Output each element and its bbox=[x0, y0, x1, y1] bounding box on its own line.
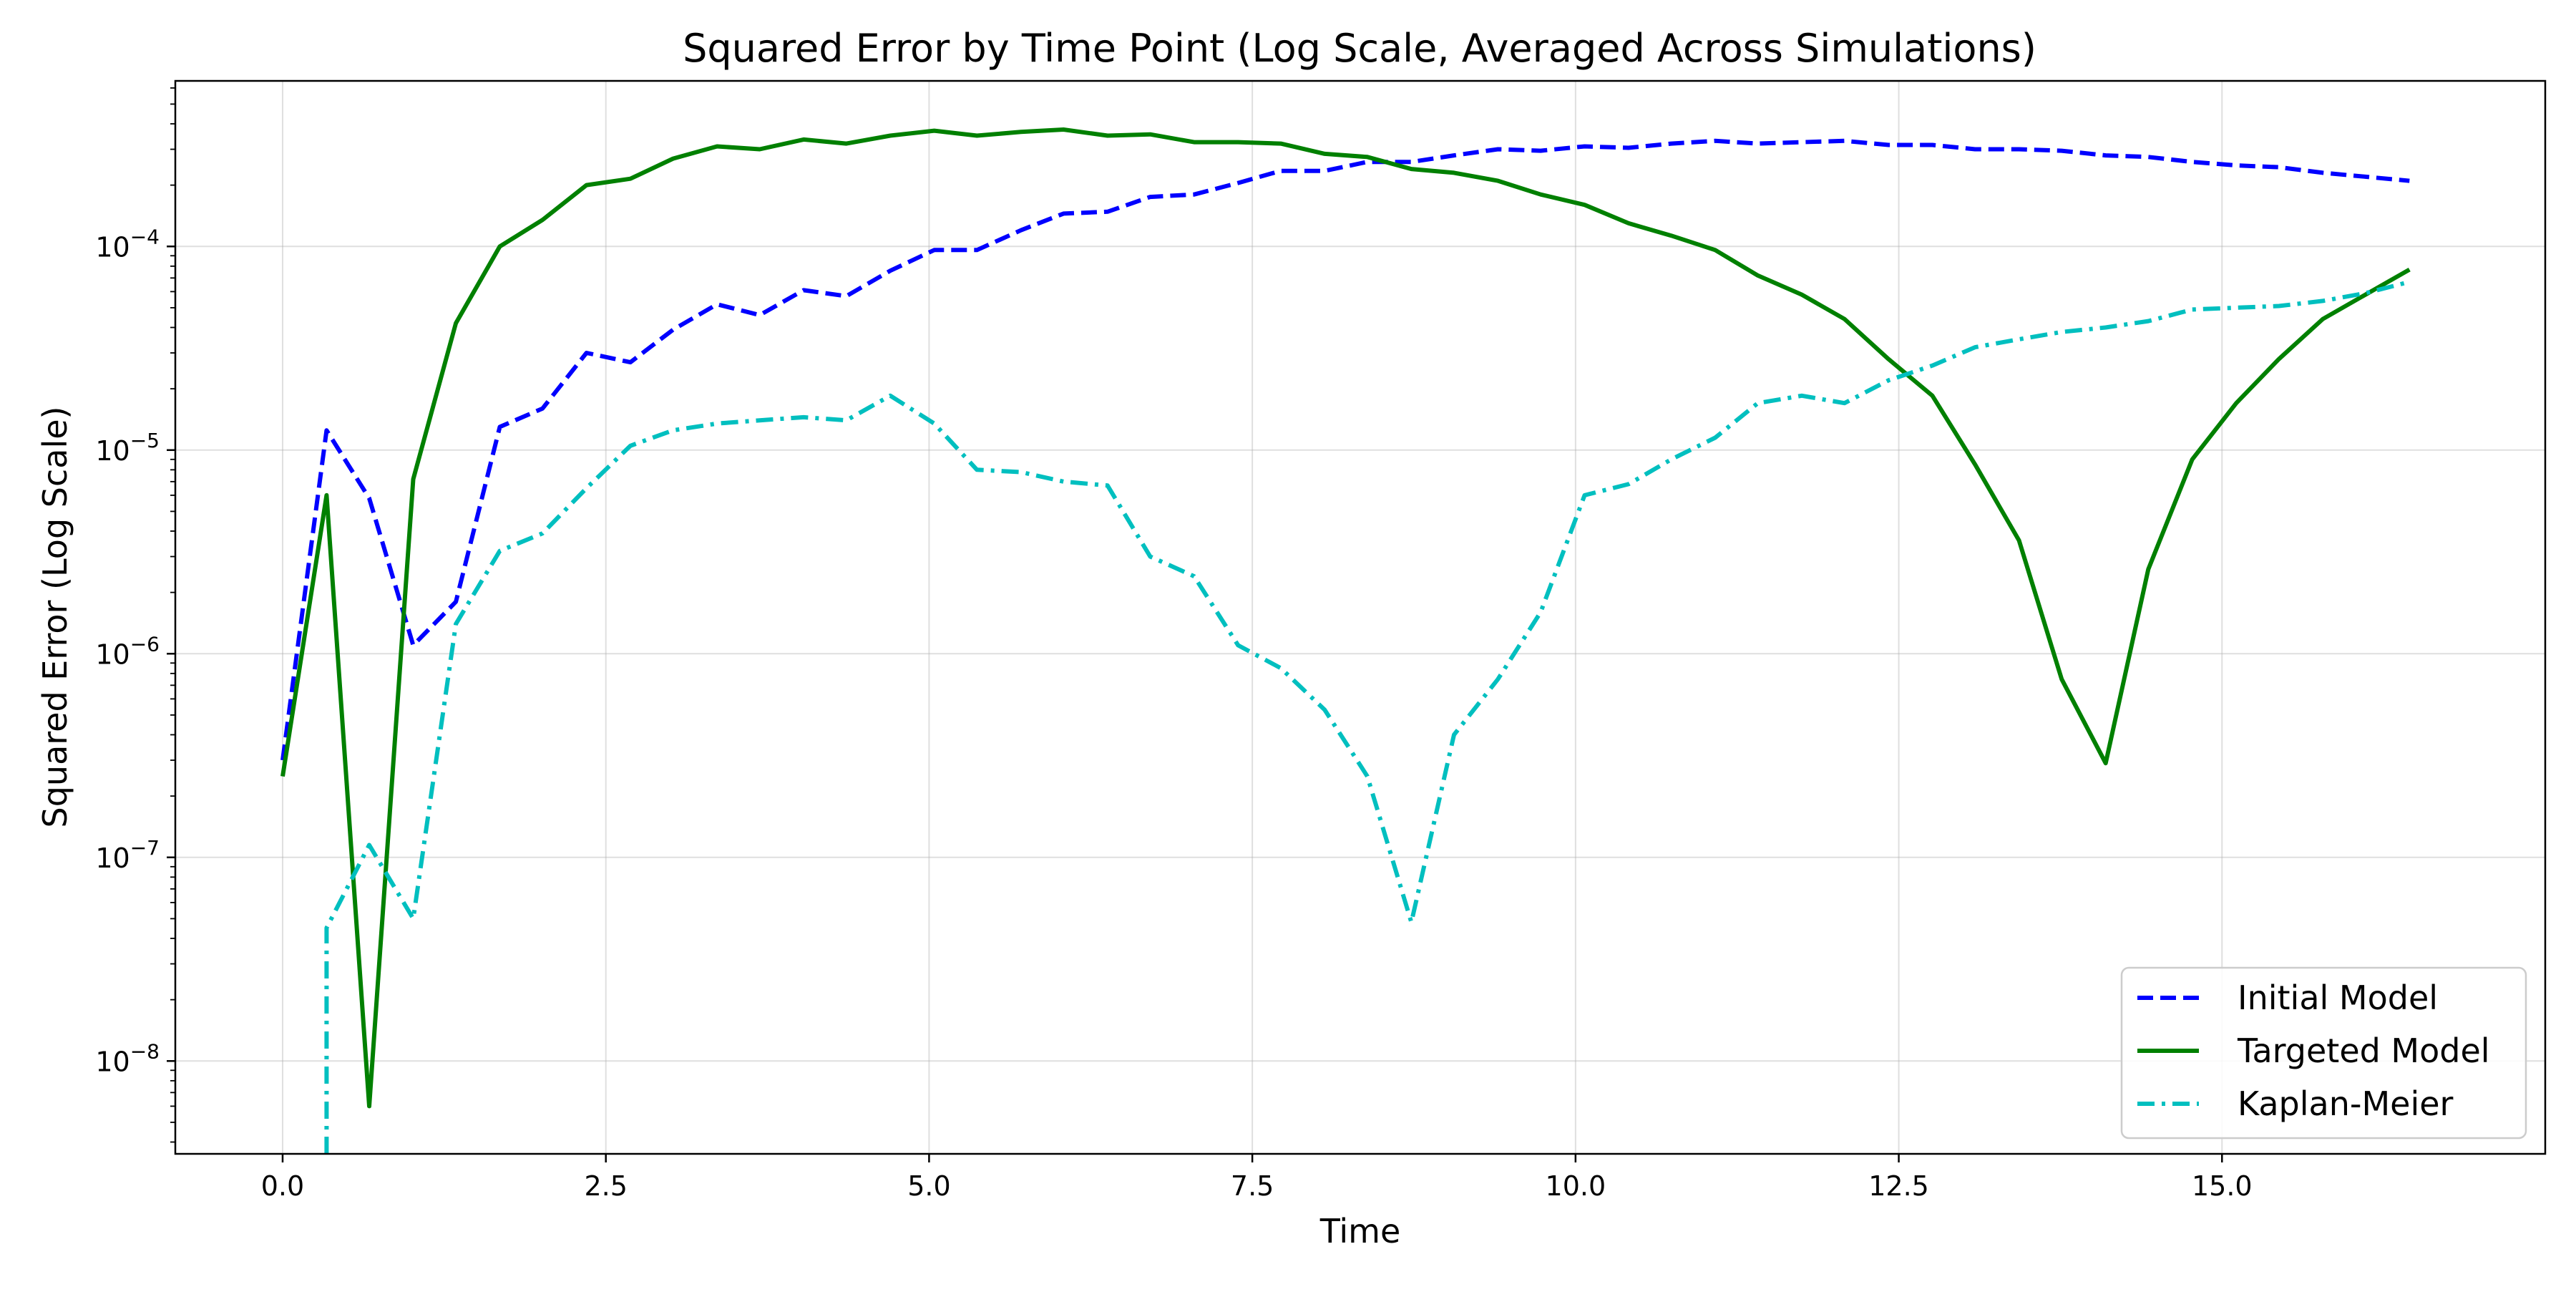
grid-layer bbox=[175, 81, 2545, 1154]
y-tick-label: 10−7 bbox=[95, 836, 160, 874]
legend-label: Initial Model bbox=[2238, 978, 2438, 1017]
y-tick-label-exponent: −5 bbox=[130, 429, 160, 452]
y-tick-label-exponent: −4 bbox=[130, 225, 160, 248]
x-tick-label: 12.5 bbox=[1868, 1170, 1929, 1202]
x-axis-label: Time bbox=[1319, 1212, 1401, 1250]
y-tick-label-exponent: −6 bbox=[130, 632, 160, 656]
y-tick-label: 10−6 bbox=[95, 632, 160, 670]
series-line-targeted-model bbox=[280, 127, 2411, 1109]
x-tick-label: 15.0 bbox=[2192, 1170, 2253, 1202]
legend-box bbox=[2120, 966, 2527, 1140]
y-tick-label-base: 10 bbox=[95, 842, 130, 874]
x-tick-label: 5.0 bbox=[907, 1170, 950, 1202]
y-tick-label-exponent: −8 bbox=[130, 1039, 160, 1063]
y-tick-label: 10−5 bbox=[95, 429, 160, 467]
x-tick-label: 2.5 bbox=[584, 1170, 627, 1202]
x-tick-label: 10.0 bbox=[1546, 1170, 1606, 1202]
plot-area-frame bbox=[174, 79, 2547, 1155]
y-tick-label-exponent: −7 bbox=[130, 836, 160, 860]
y-axis-label: Squared Error (Log Scale) bbox=[36, 407, 74, 828]
x-tick-label: 0.0 bbox=[261, 1170, 304, 1202]
y-tick-label: 10−8 bbox=[95, 1039, 160, 1077]
y-tick-label-base: 10 bbox=[95, 638, 130, 670]
x-tick-label: 7.5 bbox=[1231, 1170, 1274, 1202]
legend: Initial Model Targeted Model Kaplan-Meier bbox=[2120, 966, 2527, 1140]
y-tick-label-base: 10 bbox=[95, 231, 130, 263]
chart-title: Squared Error by Time Point (Log Scale, … bbox=[683, 26, 2036, 71]
tick-layer: 0.0 2.5 5.0 7.5 10.0 12.5 15.010−810−710−610−5… bbox=[95, 87, 2253, 1202]
y-tick-label-base: 10 bbox=[95, 435, 130, 467]
series-layer bbox=[280, 127, 2411, 1154]
series-line-kaplan-meier bbox=[324, 279, 2411, 1154]
y-tick-label: 10−4 bbox=[95, 225, 160, 263]
y-tick-label-base: 10 bbox=[95, 1046, 130, 1077]
legend-label: Targeted Model bbox=[2237, 1031, 2490, 1070]
legend-label: Kaplan-Meier bbox=[2238, 1084, 2454, 1123]
